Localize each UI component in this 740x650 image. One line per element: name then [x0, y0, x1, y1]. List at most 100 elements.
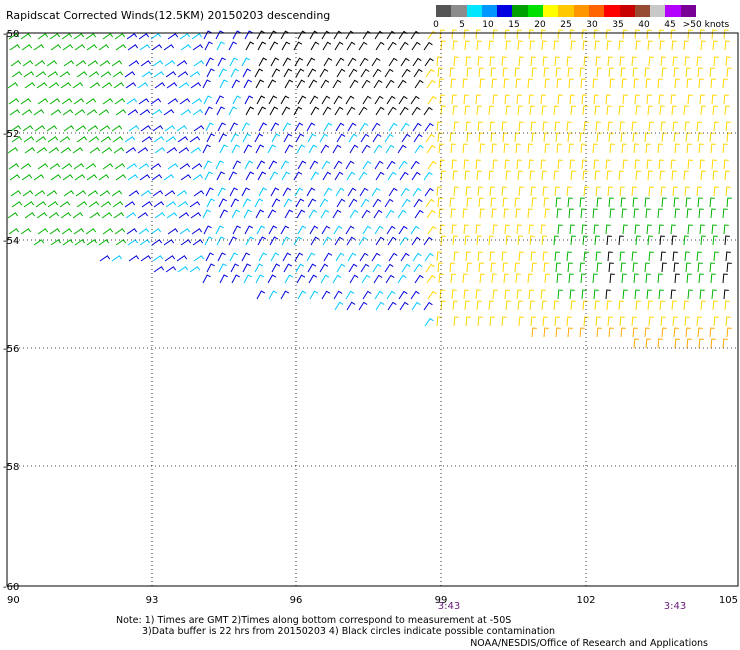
wind-barb	[658, 224, 664, 235]
wind-barb	[309, 160, 319, 170]
wind-barb	[35, 136, 47, 143]
wind-barb	[620, 327, 626, 338]
wind-barb	[425, 68, 435, 78]
wind-barb	[139, 44, 151, 51]
wind-barb	[126, 163, 138, 170]
wind-barb	[75, 125, 87, 132]
legend-tick-label: 15	[508, 20, 520, 30]
wind-barb	[112, 71, 124, 78]
wind-barb	[726, 262, 732, 273]
wind-barb	[384, 133, 394, 143]
wind-barb	[206, 198, 215, 208]
wind-barb	[268, 290, 278, 300]
wind-barb	[202, 274, 211, 284]
wind-barb	[345, 30, 355, 40]
wind-barb	[462, 78, 468, 89]
wind-barb	[568, 208, 574, 219]
wind-barb	[258, 252, 268, 262]
wind-barb	[605, 29, 611, 40]
wind-barb	[361, 79, 371, 89]
wind-barb	[346, 236, 356, 246]
wind-barb	[543, 67, 549, 78]
wind-barb	[245, 171, 255, 181]
wind-barb	[88, 71, 100, 78]
wind-barb	[388, 122, 398, 132]
wind-barb	[216, 41, 225, 51]
wind-barb	[450, 143, 456, 154]
wind-barb	[86, 44, 98, 51]
wind-barb	[205, 57, 214, 67]
wind-barb	[583, 121, 589, 132]
wind-barb	[542, 316, 548, 327]
wind-barb	[216, 106, 225, 116]
wind-barb	[74, 109, 86, 116]
wind-barb	[476, 170, 482, 181]
wind-barb	[269, 106, 279, 116]
wind-barb	[191, 163, 203, 170]
wind-barb	[490, 67, 496, 78]
wind-barb	[37, 33, 49, 40]
wind-barb	[46, 190, 58, 197]
wind-barb	[294, 252, 304, 262]
wind-barb	[127, 174, 139, 181]
wind-barb	[542, 251, 548, 262]
wind-barb	[464, 105, 470, 116]
wind-barb	[232, 225, 241, 235]
wind-barb	[243, 79, 253, 89]
wind-barb	[439, 94, 445, 105]
wind-barb	[672, 186, 678, 197]
wind-barb	[280, 160, 290, 170]
wind-barb	[310, 106, 320, 116]
wind-barb	[111, 190, 123, 197]
wind-barb	[112, 136, 124, 143]
wind-barb	[657, 273, 663, 284]
wind-barb	[164, 190, 176, 197]
wind-barb	[36, 82, 48, 89]
wind-barb	[505, 170, 511, 181]
wind-barb	[258, 122, 268, 132]
wind-barb	[191, 33, 203, 40]
wind-barb	[283, 198, 293, 208]
wind-barb	[595, 186, 601, 197]
wind-barb	[657, 338, 663, 349]
wind-barb	[582, 40, 588, 51]
wind-barb	[466, 132, 472, 143]
wind-barb	[124, 71, 136, 78]
wind-barb	[492, 159, 498, 170]
wind-barb	[399, 301, 409, 311]
wind-barb	[244, 225, 254, 235]
wind-barb	[219, 79, 228, 89]
wind-barb	[241, 187, 251, 197]
wind-barb	[723, 94, 729, 105]
wind-barb	[440, 170, 446, 181]
wind-barb	[22, 60, 34, 67]
wind-barb	[502, 262, 508, 273]
wind-barb	[553, 40, 559, 51]
wind-barb	[553, 105, 559, 116]
wind-barb	[423, 106, 433, 116]
wind-barb	[281, 106, 291, 116]
wind-barb	[529, 235, 535, 246]
wind-barb	[388, 187, 398, 197]
wind-barb	[672, 121, 678, 132]
wind-barb	[375, 301, 385, 311]
wind-barb	[671, 105, 677, 116]
wind-barb	[567, 262, 573, 273]
legend-color-swatch	[481, 5, 498, 17]
wind-barb	[463, 29, 469, 40]
wind-barb	[463, 289, 469, 300]
wind-barb	[11, 201, 23, 208]
wind-barb	[101, 147, 113, 154]
wind-barb	[514, 67, 520, 78]
wind-barb	[439, 159, 445, 170]
wind-barb	[333, 290, 343, 300]
wind-barb	[476, 235, 482, 246]
wind-barb	[48, 212, 60, 219]
wind-barb	[36, 212, 48, 219]
wind-barb	[452, 300, 458, 311]
wind-barb	[60, 147, 72, 154]
wind-barb	[322, 41, 332, 51]
wind-barb	[61, 163, 73, 170]
wind-barb	[503, 208, 509, 219]
